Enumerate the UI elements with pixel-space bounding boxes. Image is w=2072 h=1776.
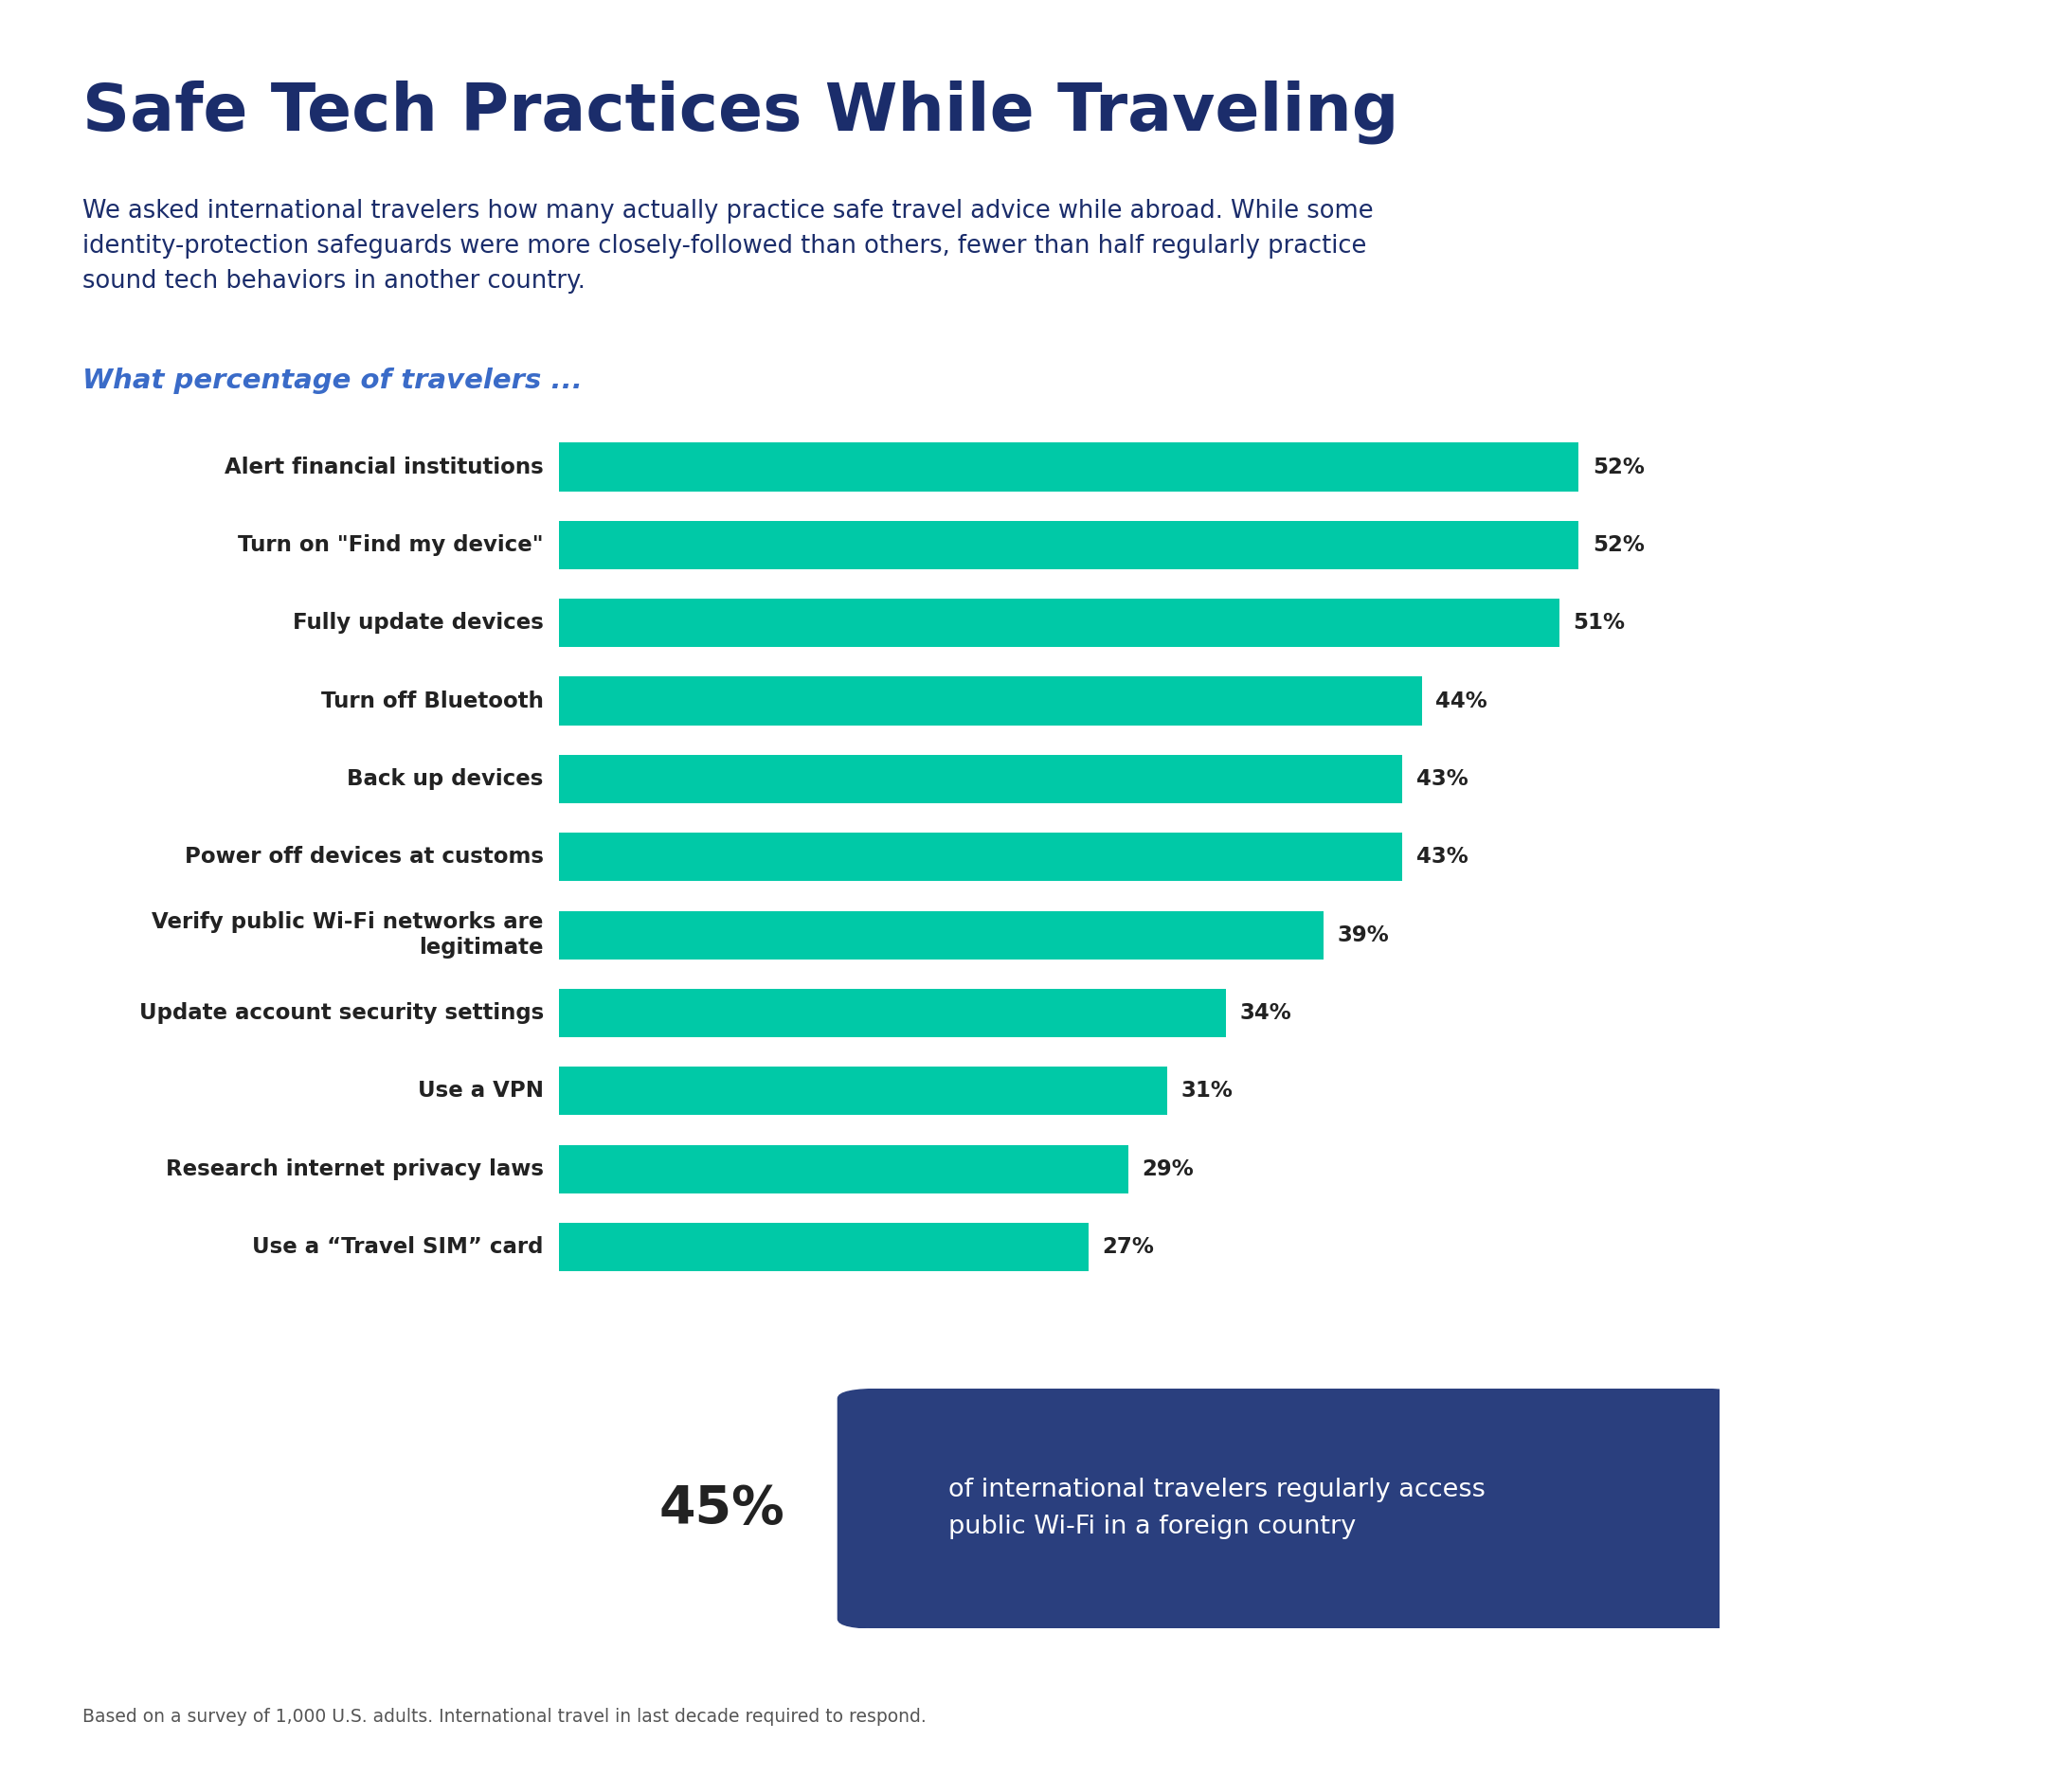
Text: 39%: 39% — [1339, 924, 1390, 947]
Text: What percentage of travelers ...: What percentage of travelers ... — [83, 368, 582, 394]
Text: 45%: 45% — [659, 1483, 785, 1534]
FancyBboxPatch shape — [837, 1389, 1743, 1629]
Text: 43%: 43% — [1415, 845, 1469, 868]
Bar — [559, 520, 1579, 568]
Text: 29%: 29% — [1142, 1158, 1193, 1179]
Text: 27%: 27% — [1102, 1236, 1154, 1257]
Bar — [559, 599, 1560, 646]
Bar — [559, 677, 1421, 725]
Bar — [559, 442, 1579, 492]
Text: 52%: 52% — [1593, 456, 1645, 478]
Bar — [559, 1146, 1127, 1193]
Bar — [559, 989, 1227, 1037]
Text: 44%: 44% — [1436, 691, 1488, 712]
Bar — [559, 1222, 1088, 1272]
Text: 34%: 34% — [1239, 1002, 1291, 1023]
Text: of international travelers regularly access
public Wi-Fi in a foreign country: of international travelers regularly acc… — [949, 1478, 1486, 1540]
Bar — [559, 911, 1324, 959]
Bar — [559, 755, 1403, 803]
Text: Based on a survey of 1,000 U.S. adults. International travel in last decade requ: Based on a survey of 1,000 U.S. adults. … — [83, 1709, 926, 1726]
Text: 43%: 43% — [1415, 767, 1469, 790]
Text: Safe Tech Practices While Traveling: Safe Tech Practices While Traveling — [83, 80, 1399, 144]
Text: We asked international travelers how many actually practice safe travel advice w: We asked international travelers how man… — [83, 199, 1374, 293]
Text: 51%: 51% — [1573, 613, 1624, 634]
Text: 31%: 31% — [1181, 1080, 1233, 1101]
Bar — [559, 1067, 1167, 1115]
Text: 52%: 52% — [1593, 535, 1645, 556]
Bar — [559, 833, 1403, 881]
